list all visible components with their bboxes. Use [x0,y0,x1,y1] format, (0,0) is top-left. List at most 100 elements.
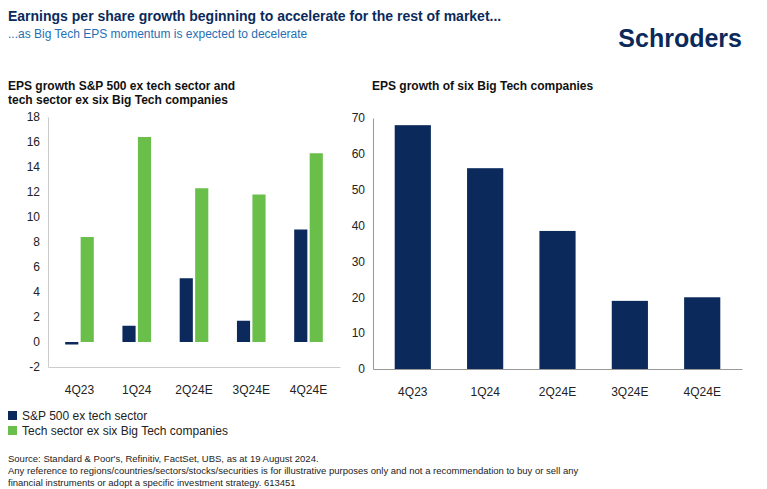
tick: -2 [29,360,48,374]
tick-label: 20 [352,291,366,305]
tick: 6 [33,260,48,274]
page: Earnings per share growth beginning to a… [0,0,767,489]
brand-logo: Schroders [618,24,742,52]
footnote: Source: Standard & Poor's, Refinitiv, Fa… [8,453,319,464]
tick-label: 1Q24 [122,383,152,397]
bar [180,278,193,342]
tick: 4Q24E [290,367,327,397]
page-subtitle: ...as Big Tech EPS momentum is expected … [8,27,308,41]
tick: 10 [352,326,373,340]
tick-label: 4Q24E [684,385,721,399]
tick-label: 70 [352,111,366,125]
tick: 16 [27,135,48,149]
legend-swatch [8,426,17,435]
bar [81,237,94,342]
bar [395,125,431,369]
tick: 3Q24E [611,369,648,399]
chart-title: tech sector ex six Big Tech companies [8,93,228,107]
tick: 4 [33,285,48,299]
tick-label: 2Q24E [175,383,212,397]
x-axis: 4Q23 1Q24 2Q24E 3Q24E 4Q24E [49,367,341,397]
footnote: Any reference to regions/countries/secto… [8,465,579,476]
legend-label: Tech sector ex six Big Tech companies [22,424,228,438]
chart-title: EPS growth S&P 500 ex tech sector and [8,79,235,93]
chart: EPS growth S&P 500 ex tech sector andtec… [8,79,341,397]
tick: 1Q24 [122,367,152,397]
bar [612,301,648,369]
bars [395,125,721,369]
bar [195,188,208,342]
x-axis: 4Q23 1Q24 2Q24E 3Q24E 4Q24E [374,369,743,399]
axis-line [49,367,341,368]
y-axis: -2 0 2 4 6 8 10 12 14 16 18 [27,110,49,374]
axis-line [374,369,743,370]
tick-label: -2 [29,360,40,374]
bar [138,137,151,342]
tick: 40 [352,219,373,233]
tick: 2 [33,310,48,324]
tick-label: 4Q23 [398,385,428,399]
tick-label: 8 [33,235,40,249]
tick: 0 [358,362,373,376]
tick: 4Q23 [398,369,428,399]
chart-title: EPS growth of six Big Tech companies [372,79,593,93]
tick-label: 0 [358,362,365,376]
tick: 12 [27,185,48,199]
tick: 60 [352,147,373,161]
page-title: Earnings per share growth beginning to a… [8,8,501,24]
tick-label: 4Q24E [290,383,327,397]
tick-label: 2Q24E [539,385,576,399]
tick-label: 40 [352,219,366,233]
bar [237,321,250,342]
tick-label: 12 [27,185,41,199]
tick: 10 [27,210,48,224]
tick-label: 10 [27,210,41,224]
legend-label: S&P 500 ex tech sector [22,409,147,423]
chart: EPS growth of six Big Tech companies 0 10 2… [352,79,743,399]
tick-label: 10 [352,326,366,340]
tick: 2Q24E [175,367,212,397]
tick: 20 [352,291,373,305]
y-axis: 0 10 20 30 40 50 60 70 [352,111,374,376]
tick: 4Q23 [65,367,95,397]
tick-label: 30 [352,255,366,269]
legend-swatch [8,411,17,420]
bar [65,342,78,345]
tick: 8 [33,235,48,249]
tick-label: 18 [27,110,41,124]
tick-label: 50 [352,183,366,197]
tick: 2Q24E [539,369,576,399]
bar [684,297,720,369]
bar [122,326,135,342]
tick-label: 0 [33,335,40,349]
tick-label: 6 [33,260,40,274]
tick: 14 [27,160,48,174]
tick-label: 3Q24E [233,383,270,397]
tick-label: 4 [33,285,40,299]
bar [539,231,575,369]
tick-label: 60 [352,147,366,161]
tick-label: 2 [33,310,40,324]
tick-label: 14 [27,160,41,174]
bars [65,137,323,345]
tick: 50 [352,183,373,197]
tick-label: 16 [27,135,41,149]
bar [310,153,323,342]
tick: 1Q24 [470,369,500,399]
tick: 70 [352,111,373,125]
tick-label: 4Q23 [65,383,95,397]
tick: 0 [33,335,48,349]
bar [252,195,265,343]
bar [467,168,503,369]
axis-line [48,118,49,368]
tick: 4Q24E [684,369,721,399]
bar [294,230,307,343]
footnote: financial instruments or adopt a specifi… [8,477,296,488]
tick: 3Q24E [233,367,270,397]
tick-label: 3Q24E [611,385,648,399]
tick: 18 [27,110,48,124]
legend: S&P 500 ex tech sectorTech sector ex six… [8,409,228,438]
tick: 30 [352,255,373,269]
axis-line [373,119,374,370]
tick-label: 1Q24 [470,385,500,399]
